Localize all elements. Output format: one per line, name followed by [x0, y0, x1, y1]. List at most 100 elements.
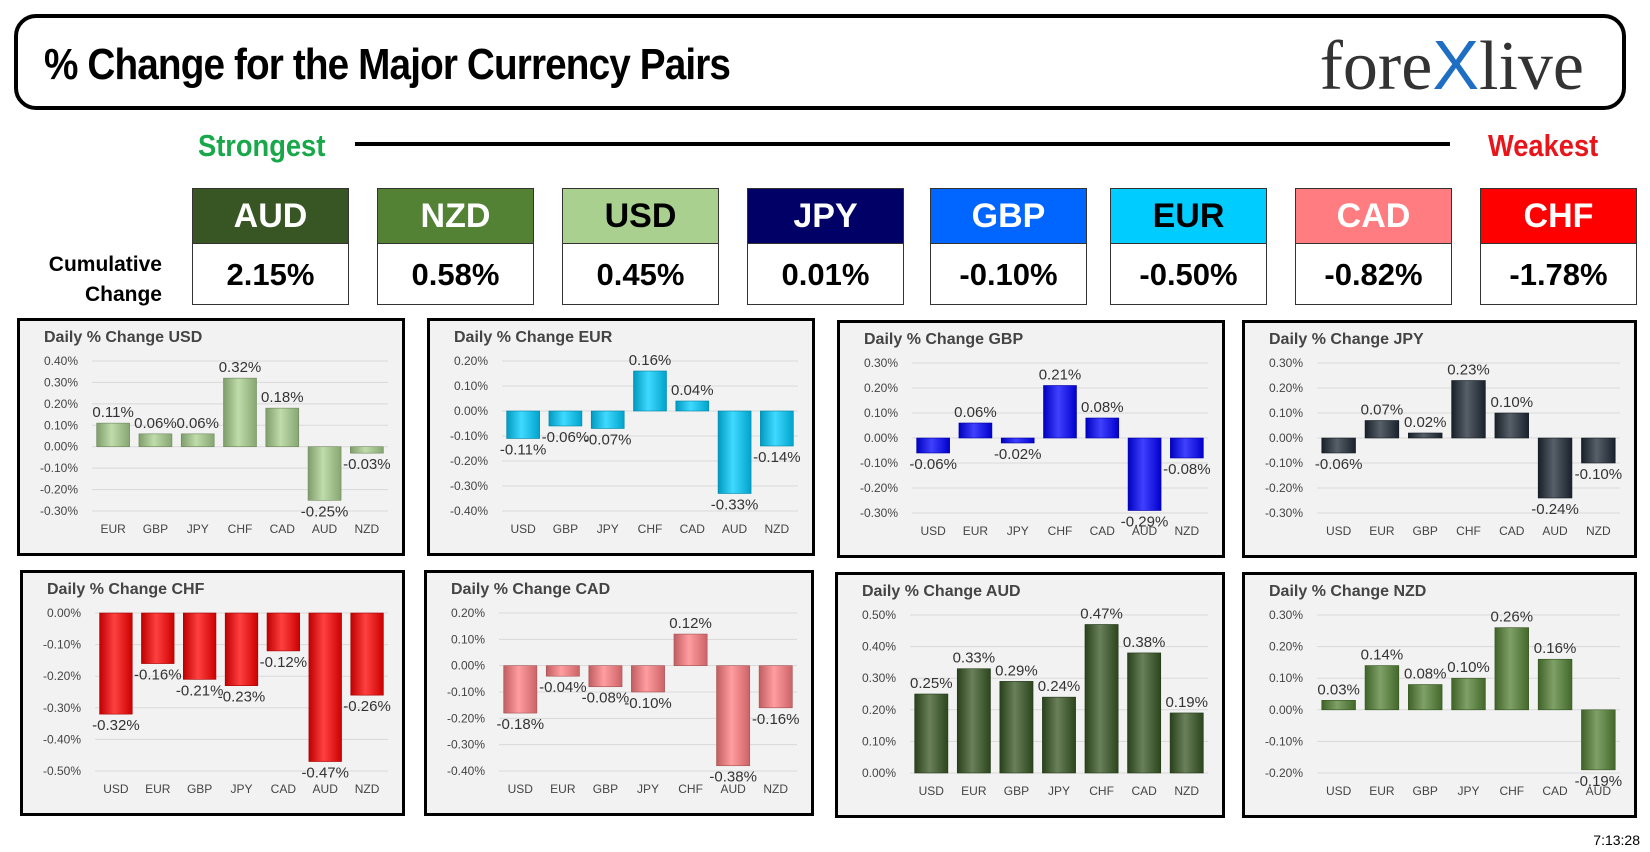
bar-jpy: [224, 612, 259, 686]
x-category-label: USD: [510, 522, 536, 536]
bar-chf: [633, 370, 667, 412]
data-label: -0.16%: [134, 667, 182, 684]
bar-aud: [716, 665, 751, 767]
y-tick-label: -0.40%: [447, 764, 485, 778]
data-label: -0.16%: [752, 711, 800, 728]
currency-code: JPY: [748, 189, 903, 244]
data-label: -0.14%: [753, 449, 801, 466]
bar-usd: [1321, 437, 1356, 454]
y-tick-label: -0.40%: [43, 732, 81, 746]
currency-box-jpy: JPY 0.01%: [747, 188, 904, 305]
y-tick-label: -0.30%: [447, 738, 485, 752]
data-label: 0.18%: [261, 389, 304, 406]
bar-chart: 0.30% 0.20% 0.10% 0.00% -0.10% -0.20% -0.30% -0…: [860, 356, 1211, 538]
bar-aud: [717, 410, 752, 494]
data-label: -0.26%: [343, 698, 391, 715]
data-label: 0.29%: [995, 662, 1038, 679]
x-category-label: JPY: [230, 782, 252, 796]
x-category-label: USD: [103, 782, 129, 796]
y-tick-label: 0.30%: [1269, 356, 1303, 370]
bar-cad: [265, 407, 300, 448]
y-tick-label: -0.10%: [40, 461, 78, 475]
timestamp: 7:13:28: [1593, 832, 1640, 848]
data-label: 0.16%: [1534, 640, 1577, 657]
currency-box-nzd: NZD 0.58%: [377, 188, 534, 305]
x-category-label: CHF: [1089, 784, 1114, 798]
y-tick-label: 0.10%: [451, 632, 485, 646]
x-category-label: EUR: [1369, 524, 1395, 538]
y-tick-label: -0.30%: [860, 506, 898, 520]
y-tick-label: -0.20%: [447, 711, 485, 725]
y-tick-label: -0.30%: [450, 479, 488, 493]
y-tick-label: 0.20%: [864, 381, 898, 395]
bar-gbp: [183, 612, 217, 680]
chart-panel-jpy: Daily % Change JPY 0.30% 0.20% 0.10% 0.00% -0…: [1242, 320, 1637, 558]
bar-eur: [1364, 420, 1400, 439]
x-category-label: EUR: [145, 782, 171, 796]
cumulative-change-value: 0.58%: [411, 257, 500, 292]
cumulative-change-value: -0.82%: [1324, 257, 1423, 292]
cumulative-change-value: 0.01%: [781, 257, 870, 292]
bar-chart: 0.30% 0.20% 0.10% 0.00% -0.10% -0.20% -0.30% -0…: [1265, 356, 1623, 538]
bar-chf: [1084, 624, 1119, 774]
bar-jpy: [590, 410, 625, 429]
y-tick-label: 0.20%: [1269, 640, 1303, 654]
data-label: -0.04%: [539, 679, 587, 696]
x-category-label: EUR: [550, 782, 576, 796]
x-category-label: CAD: [271, 782, 297, 796]
data-label: 0.33%: [953, 650, 996, 667]
x-category-label: GBP: [1413, 784, 1438, 798]
y-tick-label: 0.40%: [862, 640, 896, 654]
chart-title: Daily % Change USD: [44, 329, 203, 346]
bar-gbp: [548, 410, 583, 427]
data-label: -0.10%: [624, 695, 672, 712]
x-category-label: JPY: [597, 522, 619, 536]
currency-box-eur: EUR -0.50%: [1110, 188, 1267, 305]
bar-chart: 0.20% 0.10% 0.00% -0.10% -0.20% -0.30% -0.40% -…: [447, 606, 800, 796]
data-label: -0.12%: [260, 654, 308, 671]
x-category-label: GBP: [553, 522, 578, 536]
chart-title: Daily % Change GBP: [864, 331, 1024, 348]
cumulative-label-line1: Cumulative: [48, 253, 162, 276]
bar-nzd: [350, 612, 384, 696]
data-label: 0.10%: [1447, 659, 1490, 676]
bar-chart: 0.20% 0.10% 0.00% -0.10% -0.20% -0.30% -0.40% -…: [450, 352, 801, 536]
bar-chart: 0.50% 0.40% 0.30% 0.20% 0.10% 0.00% 0.25% USD 0.…: [862, 605, 1208, 798]
chart-panel-aud: Daily % Change AUD 0.50% 0.40% 0.30% 0.20% 0.…: [835, 572, 1225, 818]
bar-usd: [914, 693, 949, 774]
bar-cad: [675, 400, 710, 412]
currency-box-usd: USD 0.45%: [562, 188, 719, 305]
bar-aud: [308, 612, 342, 762]
x-category-label: GBP: [1004, 784, 1029, 798]
y-tick-label: 0.30%: [862, 671, 896, 685]
currency-code: CHF: [1481, 189, 1636, 244]
x-category-label: AUD: [1586, 784, 1612, 798]
bar-gbp: [999, 681, 1034, 774]
bar-eur: [96, 422, 130, 448]
chart-panel-cad: Daily % Change CAD 0.20% 0.10% 0.00% -0.10% -…: [424, 570, 814, 816]
page-header: % Change for the Major Currency Pairs fo…: [14, 14, 1626, 110]
y-tick-label: 0.10%: [862, 734, 896, 748]
chart-title: Daily % Change EUR: [454, 329, 613, 346]
y-tick-label: 0.20%: [451, 606, 485, 620]
x-category-label: NZD: [1586, 524, 1611, 538]
bar-nzd: [760, 410, 794, 447]
x-category-label: AUD: [313, 782, 339, 796]
currency-code: NZD: [378, 189, 533, 244]
bar-nzd: [1169, 712, 1204, 774]
data-label: -0.23%: [218, 689, 266, 706]
bar-chf: [673, 633, 708, 666]
cumulative-label-line2: Change: [84, 283, 162, 306]
data-label: -0.25%: [301, 503, 349, 520]
data-label: -0.10%: [1575, 466, 1623, 483]
y-tick-label: 0.00%: [451, 659, 485, 673]
x-category-label: CHF: [678, 782, 703, 796]
x-category-label: JPY: [1048, 784, 1070, 798]
chart-panel-usd: Daily % Change USD 0.40% 0.30% 0.20% 0.10% 0.…: [17, 318, 405, 556]
x-category-label: USD: [508, 782, 534, 796]
bar-aud: [1537, 437, 1573, 499]
y-tick-label: 0.00%: [47, 606, 81, 620]
bar-chf: [1494, 627, 1529, 711]
y-tick-label: -0.20%: [450, 454, 488, 468]
data-label: -0.11%: [500, 442, 546, 459]
